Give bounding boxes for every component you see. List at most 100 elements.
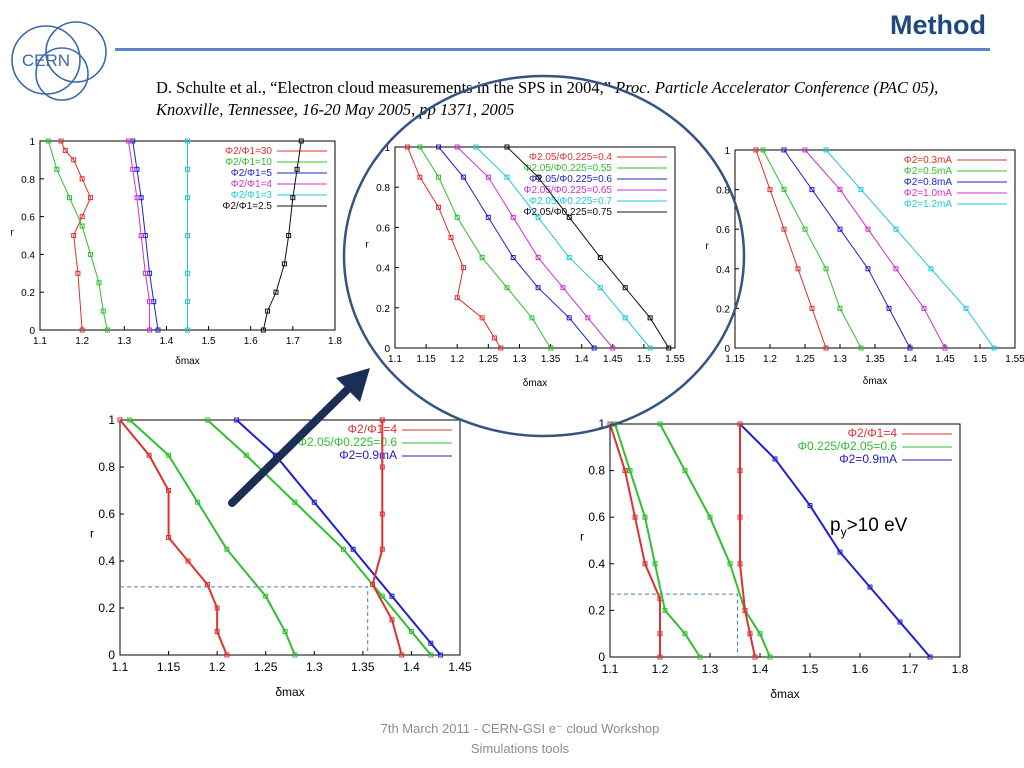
y-tick-label: 0.6 [21,213,35,224]
series-point [504,174,510,180]
series-point [858,187,864,193]
series-point [290,195,296,201]
x-tick-label: 1.3 [306,660,323,674]
series-point [867,584,873,590]
series-point [479,255,485,261]
series-point [907,345,913,351]
series-point [155,327,161,333]
series-line [755,149,827,349]
y-tick-label: 0.2 [716,304,730,315]
series-point [75,270,81,276]
series-point [802,147,808,153]
series-point [802,226,808,232]
series-line [132,140,159,331]
y-tick-label: 0 [108,648,115,662]
x-tick-label: 1.45 [448,660,472,674]
series-point [657,421,663,427]
legend-label: Φ2/Φ1=2.5 [222,201,272,212]
legend-label: Φ0.225/Φ2.05=0.6 [797,439,897,453]
x-tick-label: 1.2 [450,354,464,365]
series-point [767,654,773,660]
series-point [260,327,266,333]
series-point [560,285,566,291]
arrow-head [336,368,370,402]
y-tick-label: 0.2 [21,288,35,299]
series-point [96,280,102,286]
x-tick-label: 1.35 [351,660,375,674]
series-point [147,327,153,333]
series-point [767,187,773,193]
series-point [214,629,220,634]
series-point [88,195,94,201]
x-tick-label: 1.25 [795,354,815,365]
series-point [281,261,287,267]
series-point [548,345,554,351]
series-point [865,266,871,272]
x-tick-label: 1.55 [1005,354,1024,365]
series-point [454,214,460,220]
y-tick-label: 1 [384,143,390,154]
citation-journal: Proc. Particle Accelerator Conference (P… [156,78,939,119]
series-point [185,233,190,238]
series-point [737,468,743,474]
series-point [404,144,410,150]
y-tick-label: 1 [108,413,115,427]
x-tick-label: 1.8 [328,336,342,347]
x-tick-label: 1.3 [117,336,131,347]
series-point [991,345,997,351]
chart-svg: 1.1 1.15 1.2 1.25 1.3 1.35 1.4 1.45 1.5 1.55 0 0.2 0… [365,143,685,389]
legend-label: Φ2.05/Φ0.225=0.65 [523,185,612,196]
series-point [379,511,385,517]
y-tick-label: 0 [29,326,35,337]
x-tick-label: 1.6 [852,662,869,676]
series-point [195,499,201,505]
series-point [622,315,628,321]
x-tick-label: 1.2 [75,336,89,347]
series-point [370,582,376,587]
legend-label: Φ2.05/Φ0.225=0.4 [529,152,612,163]
series-point [837,305,843,311]
legend-label: Φ2.05/Φ0.225=0.7 [529,196,612,207]
y-tick-label: 0.4 [21,250,35,261]
y-tick-label: 0.4 [98,554,115,568]
series-line [262,140,302,331]
series-point [340,546,346,552]
series-point [185,558,191,564]
series-point [837,549,843,555]
cern-logo-text: CERN [22,51,70,70]
series-point [294,166,300,172]
series-point [627,468,633,474]
chart-bottom-right: 1.1 1.2 1.3 1.4 1.5 1.6 1.7 1.8 0 0.2 0.4 0.6 0.8 1 δm… [540,412,970,702]
series-point [647,315,653,321]
x-tick-label: 1.4 [159,336,173,347]
x-tick-label: 1.7 [286,336,300,347]
x-tick-label: 1.2 [763,354,777,365]
y-axis-label: r [365,240,369,251]
series-point [204,582,210,587]
series-point [104,327,110,333]
x-axis-label: δmax [770,687,799,701]
series-point [597,255,603,261]
series-point [224,652,230,658]
guide-line [120,586,369,655]
series-point [647,345,653,351]
series-point [591,345,597,351]
x-tick-label: 1.45 [935,354,955,365]
y-axis-label: r [580,530,584,544]
series-point [379,417,385,423]
annotation-rest: >10 eV [846,515,908,536]
series-point [479,315,485,321]
series-point [126,138,131,144]
series-point [282,629,288,634]
series-point [747,631,753,637]
guide-line [610,593,738,657]
series-line [128,140,151,330]
series-point [204,417,210,423]
series-point [535,285,541,291]
annotation-py: py>10 eV [830,515,907,539]
series-point [185,166,190,172]
x-tick-label: 1.2 [209,660,226,674]
x-tick-label: 1.5 [802,662,819,676]
series-point [737,561,743,567]
